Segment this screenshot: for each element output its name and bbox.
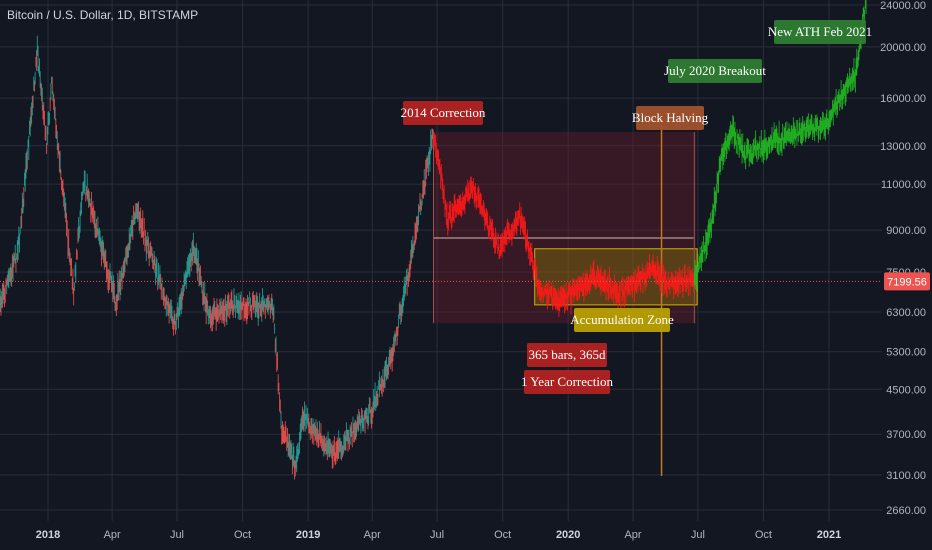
x-tick-label: Oct (494, 529, 511, 541)
x-tick-label: Apr (364, 529, 381, 541)
x-tick-label: 2019 (296, 529, 320, 541)
annotation-correction-2014[interactable]: 2014 Correction (401, 105, 486, 120)
annotation-bars-count[interactable]: 365 bars, 365d (529, 347, 606, 362)
y-tick-label: 9000.00 (886, 225, 926, 237)
y-tick-label: 2660.00 (886, 505, 926, 517)
annotation-correction-2014-bg[interactable] (403, 101, 483, 125)
annotation-accumulation-zone[interactable]: Accumulation Zone (570, 312, 674, 327)
current-price-badge (884, 272, 930, 291)
y-tick-label: 3700.00 (886, 429, 926, 441)
x-tick-label: 2021 (817, 529, 841, 541)
annotation-one-year-correction-bg[interactable] (524, 370, 610, 394)
x-tick-label: Apr (104, 529, 121, 541)
annotation-july-breakout-bg[interactable] (668, 59, 762, 83)
annotation-block-halving[interactable]: Block Halving (632, 110, 709, 125)
x-tick-label: Jul (430, 529, 444, 541)
y-tick-label: 13000.00 (880, 141, 926, 153)
y-tick-label: 24000.00 (880, 0, 926, 12)
x-tick-label: 2018 (36, 529, 60, 541)
x-tick-label: 2020 (556, 529, 580, 541)
current-price-label: 7199.56 (887, 276, 927, 288)
annotation-july-breakout[interactable]: July 2020 Breakout (664, 63, 766, 78)
x-tick-label: Oct (234, 529, 251, 541)
chart-title: Bitcoin / U.S. Dollar, 1D, BITSTAMP (7, 8, 199, 22)
x-tick-label: Jul (170, 529, 184, 541)
annotation-accumulation-zone-bg[interactable] (574, 308, 670, 332)
annotation-one-year-correction[interactable]: 1 Year Correction (521, 374, 614, 389)
y-tick-label: 3100.00 (886, 470, 926, 482)
x-tick-label: Apr (624, 529, 641, 541)
y-tick-label: 5300.00 (886, 347, 926, 359)
y-tick-label: 11000.00 (881, 179, 926, 191)
x-tick-label: Oct (755, 529, 772, 541)
annotation-new-ath-bg[interactable] (774, 20, 866, 44)
y-tick-label: 6300.00 (886, 307, 926, 319)
y-tick-label: 20000.00 (880, 42, 926, 54)
y-tick-label: 16000.00 (880, 93, 926, 105)
annotation-new-ath[interactable]: New ATH Feb 2021 (768, 24, 872, 39)
y-tick-label: 4500.00 (886, 384, 926, 396)
annotation-bars-count-bg[interactable] (527, 343, 607, 367)
x-tick-label: Jul (691, 529, 705, 541)
annotation-block-halving-bg[interactable] (636, 106, 704, 130)
